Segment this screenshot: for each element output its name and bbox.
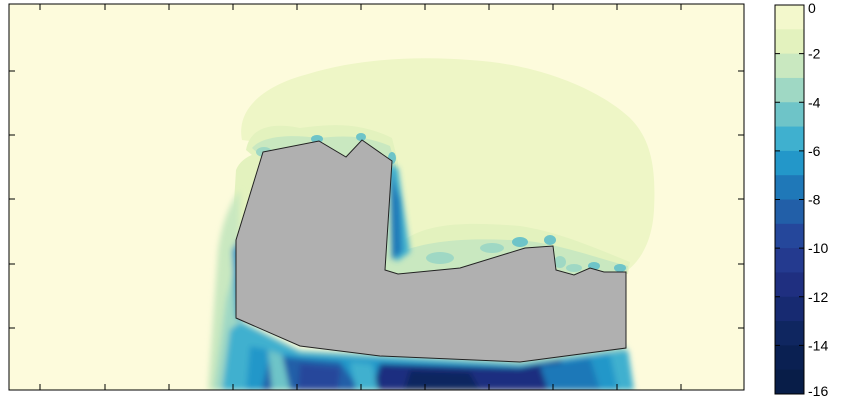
contour-band-left [232,152,262,240]
colorbar-segment [775,369,804,395]
colorbar-segment [775,150,804,176]
colorbar-segment [775,102,804,128]
colorbar-segment [775,5,804,30]
colorbar-segment [775,77,804,103]
colorbar-segment [775,223,804,249]
colorbar-segment [775,296,804,322]
colorbar-tick-label: -6 [808,143,821,159]
colorbar-segment [775,199,804,225]
colorbar-segment [775,345,804,371]
colorbar: 0 -2 -4 -6 -8 -10 -12 -14 -16 [774,0,828,399]
colorbar-segment [775,53,804,79]
obstacle-shape [235,139,627,363]
plot-axis-ticks [9,4,744,390]
contour-band-outer [241,58,655,276]
colorbar-tick-label: 0 [808,0,816,16]
colorbar-segment [775,248,804,273]
colorbar-tick-label: -4 [808,94,821,110]
colorbar-tick-label: -8 [808,192,821,208]
colorbar-segment [775,126,804,152]
colorbar-tick-label: -10 [808,240,828,256]
plot-area [9,4,744,390]
colorbar-segment [775,29,804,55]
colorbar-tick-label: -14 [808,337,828,353]
colorbar-segment [775,321,804,346]
edge-eddies [256,133,626,272]
colorbar-tick-label: -2 [808,46,821,62]
colorbar-tick-label: -16 [808,383,828,399]
colorbar-segment [775,272,804,298]
colorbar-segment [775,175,804,200]
plot-frame [8,3,745,391]
colorbar-tick-label: -12 [808,289,828,305]
